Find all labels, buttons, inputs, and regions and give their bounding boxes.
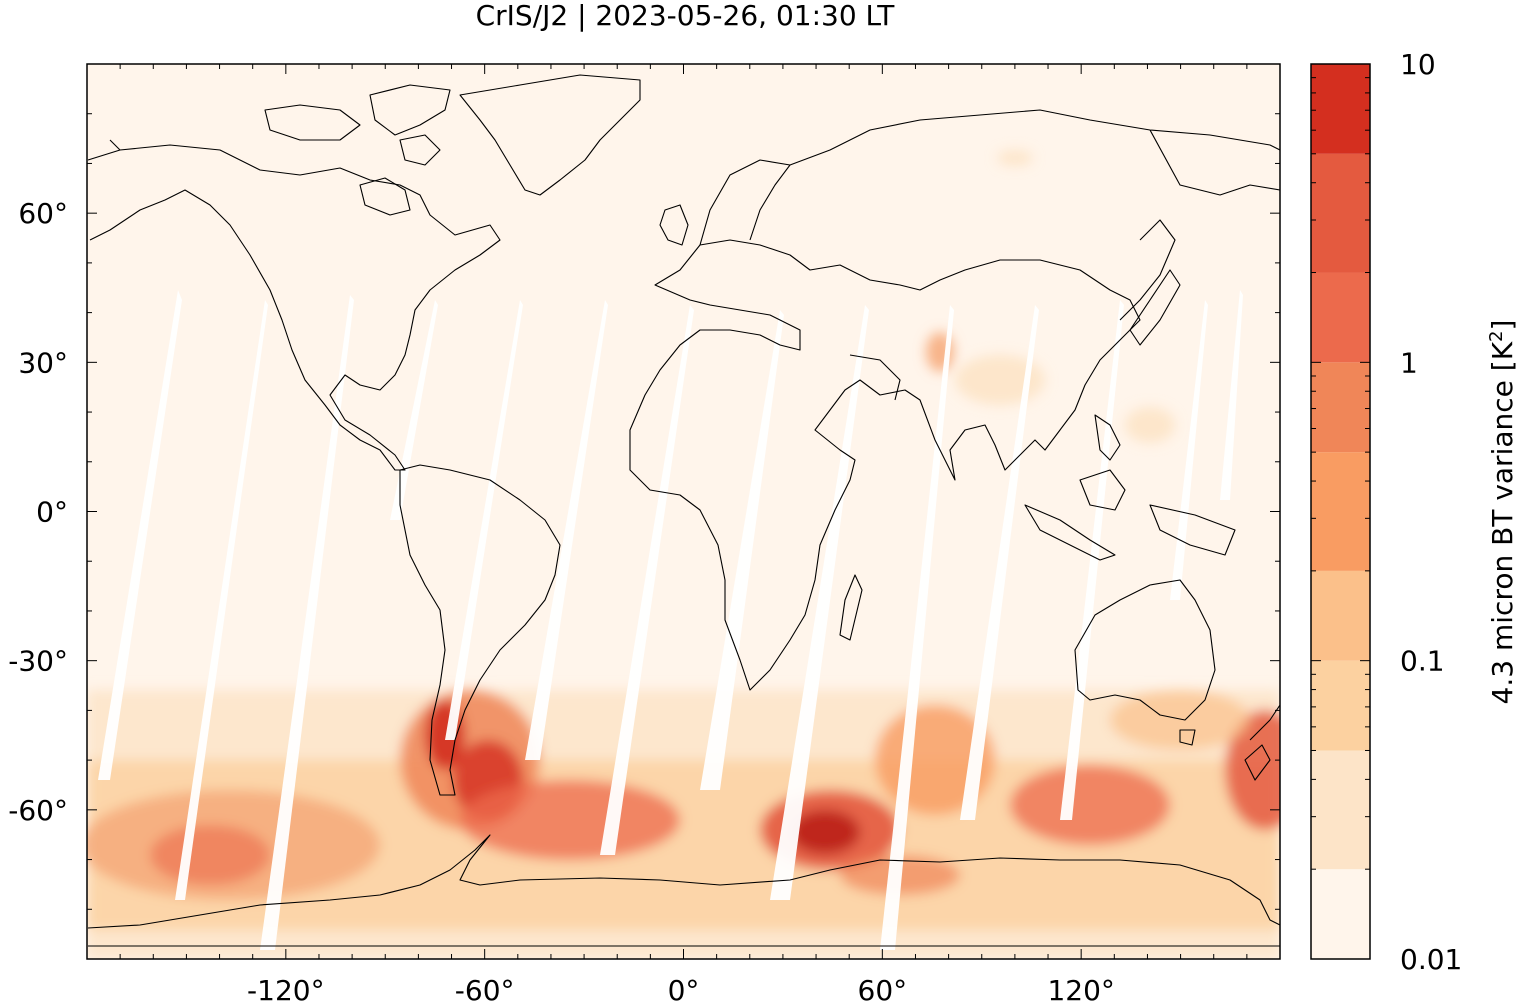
colorbar-ticks: 10 1 0.1 0.01 bbox=[1311, 48, 1462, 976]
colorbar-band bbox=[1311, 570, 1370, 661]
coastlines bbox=[87, 74, 1280, 947]
colorbar-band bbox=[1311, 64, 1370, 154]
variance-field bbox=[87, 150, 1280, 959]
colorbar-tick-label: 10 bbox=[1400, 48, 1436, 81]
page-title: CrIS/J2 | 2023-05-26, 01:30 LT bbox=[475, 0, 895, 32]
y-tick-label: 60° bbox=[18, 197, 68, 230]
x-tick-label: 60° bbox=[858, 974, 908, 1002]
y-tick-label: 30° bbox=[18, 346, 68, 379]
colorbar-band bbox=[1311, 660, 1370, 751]
colorbar-tick-label: 1 bbox=[1400, 346, 1418, 379]
x-tick-label: -60° bbox=[455, 974, 515, 1002]
colorbar-frame bbox=[1310, 63, 1371, 960]
x-tick-label: 0° bbox=[668, 974, 700, 1002]
orbit-gaps bbox=[98, 290, 1243, 950]
colorbar-band bbox=[1311, 153, 1370, 273]
x-tick-label: 120° bbox=[1047, 974, 1114, 1002]
colorbar-band bbox=[1311, 750, 1370, 870]
colorbar-tick-label: 0.1 bbox=[1400, 645, 1445, 678]
colorbar-band bbox=[1311, 452, 1370, 571]
colorbar-band bbox=[1311, 272, 1370, 363]
colorbar-band bbox=[1311, 869, 1370, 959]
map-axes: -120° -60° 0° 60° 120° 60° 30° 0° -30° -60° bbox=[8, 64, 1280, 1002]
colorbar-tick-label: 0.01 bbox=[1400, 943, 1462, 976]
y-tick-label: -30° bbox=[8, 645, 68, 678]
colorbar-band bbox=[1311, 362, 1370, 453]
colorbar-title: 4.3 micron BT variance [K2] bbox=[1486, 320, 1519, 705]
y-tick-label: -60° bbox=[8, 794, 68, 827]
colorbar bbox=[1311, 64, 1370, 959]
x-tick-label: -120° bbox=[247, 974, 325, 1002]
y-tick-label: 0° bbox=[36, 496, 68, 529]
